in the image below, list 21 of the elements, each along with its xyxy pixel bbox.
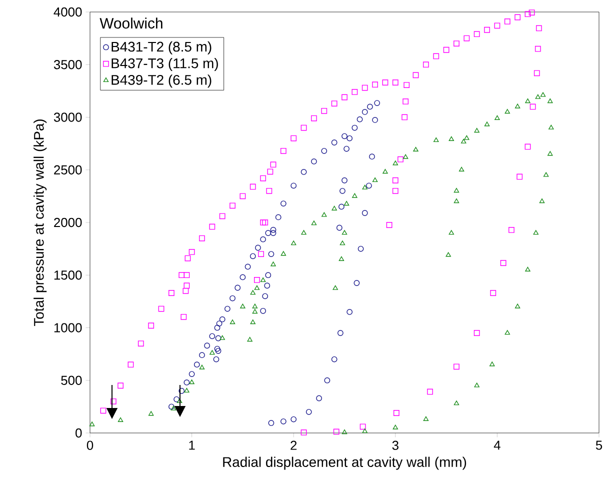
x-tick-label: 5 [596,440,602,450]
legend-label: B437-T3 (11.5 m) [112,58,218,72]
legend-title: Woolwich [100,18,162,29]
y-tick-label: 3000 [54,112,82,122]
y-tick-label: 2000 [54,218,82,228]
x-axis-title: Radial displacement at cavity wall (mm) [223,456,466,470]
legend-label: B431-T2 (8.5 m) [112,41,212,54]
y-tick-label: 2500 [54,165,82,174]
y-tick-label: 1000 [54,323,82,332]
y-tick-label: 0 [76,428,82,438]
y-tick-label: 4000 [54,7,82,17]
x-tick-label: 2 [290,440,297,450]
x-tick-label: 3 [392,440,398,450]
legend-label: B439-T2 (6.5 m) [112,74,212,88]
y-tick-label: 1500 [54,270,82,280]
x-tick-label: 0 [86,440,94,450]
x-tick-label: 4 [494,440,500,450]
y-axis-title: Total pressure at cavity wall (kPa) [34,120,47,326]
y-tick-label: 3500 [54,60,82,70]
x-tick-label: 1 [189,440,195,450]
y-tick-label: 500 [61,376,82,385]
